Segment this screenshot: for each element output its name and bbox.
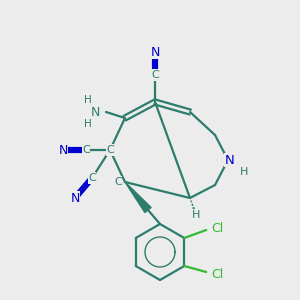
Text: Cl: Cl xyxy=(211,268,224,281)
Text: C: C xyxy=(82,145,90,155)
Text: C: C xyxy=(114,177,122,187)
Text: C: C xyxy=(151,70,159,80)
Text: H: H xyxy=(84,119,92,129)
Text: N: N xyxy=(70,191,80,205)
Text: H: H xyxy=(240,167,248,177)
Text: H: H xyxy=(192,210,200,220)
Text: Cl: Cl xyxy=(211,221,224,235)
Text: H: H xyxy=(84,95,92,105)
Text: N: N xyxy=(90,106,100,118)
Text: N: N xyxy=(225,154,235,166)
Text: N: N xyxy=(150,46,160,59)
Polygon shape xyxy=(125,182,151,212)
Text: N: N xyxy=(58,143,68,157)
Text: C: C xyxy=(88,173,96,183)
Text: C: C xyxy=(106,145,114,155)
